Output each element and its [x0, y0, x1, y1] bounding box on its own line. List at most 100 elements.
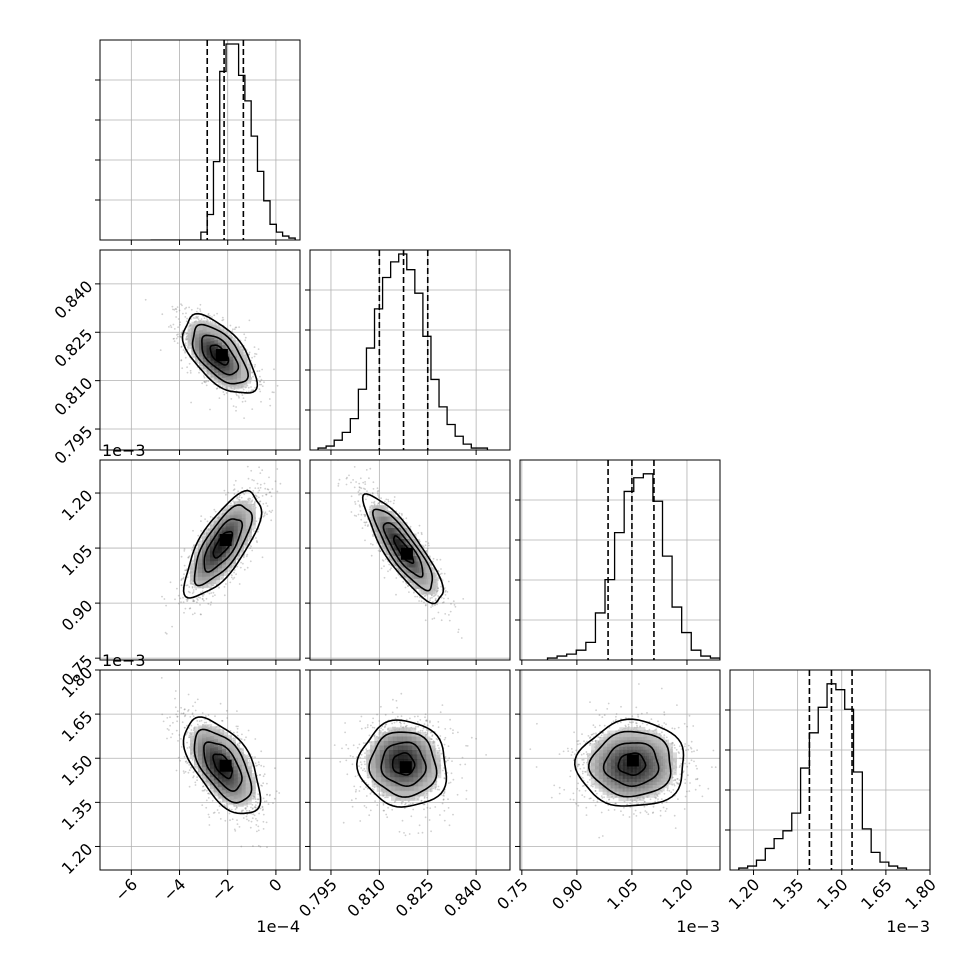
scatter-point — [377, 494, 380, 496]
scatter-point — [186, 584, 189, 587]
scatter-point — [180, 335, 183, 338]
scatter-point — [269, 491, 272, 494]
scatter-point — [211, 316, 213, 318]
scatter-point — [185, 306, 188, 309]
scatter-point — [398, 512, 401, 515]
scatter-point — [202, 595, 204, 597]
scatter-point — [440, 596, 443, 599]
scatter-point — [191, 585, 194, 588]
scatter-point — [385, 502, 388, 504]
scatter-point — [209, 315, 211, 317]
scatter-point — [233, 484, 236, 486]
scatter-point — [251, 549, 254, 552]
scatter-point — [185, 344, 187, 347]
scatter-point — [205, 597, 208, 600]
scatter-point — [207, 380, 210, 383]
scatter-point — [457, 631, 460, 633]
scatter-point — [173, 308, 176, 311]
scatter-point — [184, 316, 187, 318]
scatter-point — [259, 390, 262, 393]
scatter-point — [179, 323, 181, 326]
scatter-point — [235, 326, 238, 329]
scatter-point — [192, 600, 195, 603]
scatter-point — [200, 515, 203, 517]
scatter-point — [240, 561, 243, 564]
scatter-point — [238, 326, 241, 328]
scatter-point — [363, 513, 366, 516]
scatter-point — [203, 380, 206, 383]
scatter-point — [262, 503, 265, 505]
grid-2-2 — [515, 460, 720, 665]
scatter-point — [434, 604, 436, 607]
scatter-point — [358, 482, 361, 485]
scatter-point — [232, 500, 235, 502]
scatter-point — [425, 540, 427, 543]
scatter-point — [233, 569, 236, 571]
scatter-point — [271, 509, 274, 512]
scatter-point — [159, 349, 162, 351]
scatter-point — [430, 594, 433, 597]
scatter-point — [440, 568, 442, 570]
scatter-point — [190, 401, 193, 404]
scatter-point — [431, 618, 434, 620]
scatter-point — [380, 497, 382, 500]
scatter-point — [381, 559, 384, 561]
scatter-point — [174, 598, 176, 601]
scatter-point — [249, 498, 252, 500]
scatter-point — [176, 587, 178, 590]
scatter-point — [359, 510, 362, 512]
scatter-point — [191, 592, 194, 595]
scatter-point — [174, 307, 177, 310]
scatter-point — [232, 405, 235, 407]
scatter-point — [366, 494, 369, 497]
scatter-point — [259, 472, 262, 474]
scatter-point — [257, 491, 260, 494]
scatter-point — [413, 591, 415, 594]
scatter-point — [252, 389, 255, 392]
scatter-point — [256, 482, 259, 485]
scatter-point — [202, 593, 205, 596]
scatter-point — [193, 600, 196, 602]
density-cell — [425, 567, 436, 578]
scatter-point — [414, 595, 416, 598]
scatter-point — [429, 597, 432, 600]
scatter-point — [191, 613, 194, 616]
scatter-point — [200, 530, 203, 532]
scatter-point — [250, 386, 252, 388]
scatter-point — [193, 544, 195, 547]
scatter-point — [182, 601, 185, 603]
scatter-point — [273, 368, 275, 371]
scatter-point — [257, 487, 260, 489]
scatter-point — [192, 529, 194, 532]
scatter-point — [236, 565, 239, 568]
axes-frame-2-0 — [99, 459, 301, 661]
scatter-point — [229, 819, 231, 822]
scatter-point — [437, 611, 440, 614]
scatter-point — [441, 579, 444, 581]
scatter-point — [186, 335, 189, 337]
scatter-point — [221, 316, 224, 319]
scatter-point — [189, 324, 192, 327]
scatter-point — [242, 817, 245, 819]
scatter-point — [189, 372, 192, 374]
scatter-point — [191, 549, 193, 551]
scatter-point — [180, 346, 183, 348]
scatter-point — [358, 493, 360, 496]
scatter-point — [352, 479, 354, 481]
scatter-point — [203, 376, 206, 379]
scatter-point — [369, 467, 372, 470]
scatter-point — [434, 599, 437, 602]
scatter-point — [270, 519, 273, 522]
scatter-point — [200, 520, 202, 522]
scatter-point — [175, 308, 178, 311]
scatter-point — [377, 549, 380, 552]
scatter-point — [212, 591, 215, 594]
panel-1-0 — [144, 298, 279, 419]
scatter-point — [180, 359, 183, 361]
scatter-point — [371, 501, 373, 504]
density-cell — [428, 578, 439, 589]
scatter-point — [357, 500, 360, 502]
scatter-point — [424, 544, 427, 547]
contour-1 — [203, 518, 244, 573]
scatter-point — [223, 393, 226, 396]
